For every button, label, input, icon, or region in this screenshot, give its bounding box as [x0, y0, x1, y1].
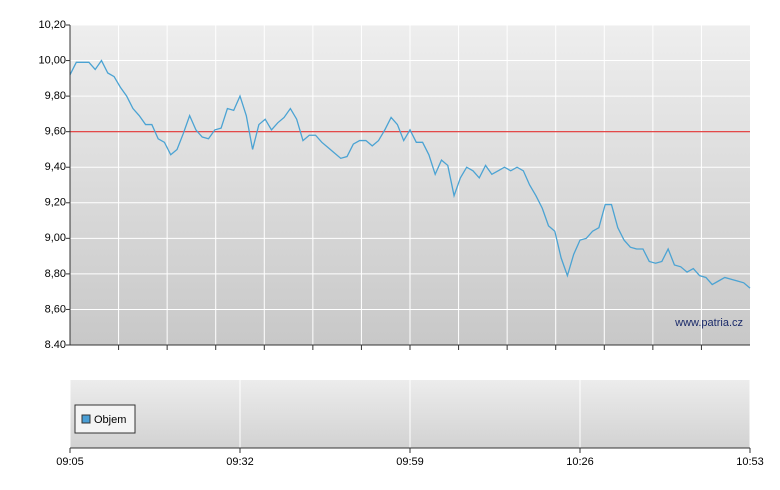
- y-tick-label: 9,80: [45, 90, 66, 102]
- y-tick-label: 10,00: [38, 54, 66, 66]
- x-tick-label: 09:32: [226, 456, 254, 468]
- watermark: www.patria.cz: [674, 317, 743, 329]
- vertical-grid: [118, 25, 702, 350]
- y-tick-label: 8.40: [45, 339, 66, 351]
- y-tick-label: 9,20: [45, 197, 66, 209]
- legend-label: Objem: [94, 414, 126, 426]
- y-tick-label: 10,20: [38, 19, 66, 31]
- x-tick-label: 09:59: [396, 456, 424, 468]
- x-tick-label: 09:05: [56, 456, 84, 468]
- y-tick-label: 8,80: [45, 268, 66, 280]
- legend-box: [74, 404, 136, 434]
- y-tick-label: 9,60: [45, 126, 66, 138]
- legend-swatch: [81, 414, 91, 424]
- y-tick-label: 9,00: [45, 232, 66, 244]
- y-tick-label: 9,40: [45, 161, 66, 173]
- price-line: [69, 59, 751, 289]
- layer: 8.40 8,60 8,80 9,00 9,20 9,40 9,60 9,80 10,00 10,…: [38, 19, 763, 468]
- y-tick-label: 8,60: [45, 303, 66, 315]
- x-tick-label: 10:26: [566, 456, 594, 468]
- x-tick-label: 10:53: [736, 456, 764, 468]
